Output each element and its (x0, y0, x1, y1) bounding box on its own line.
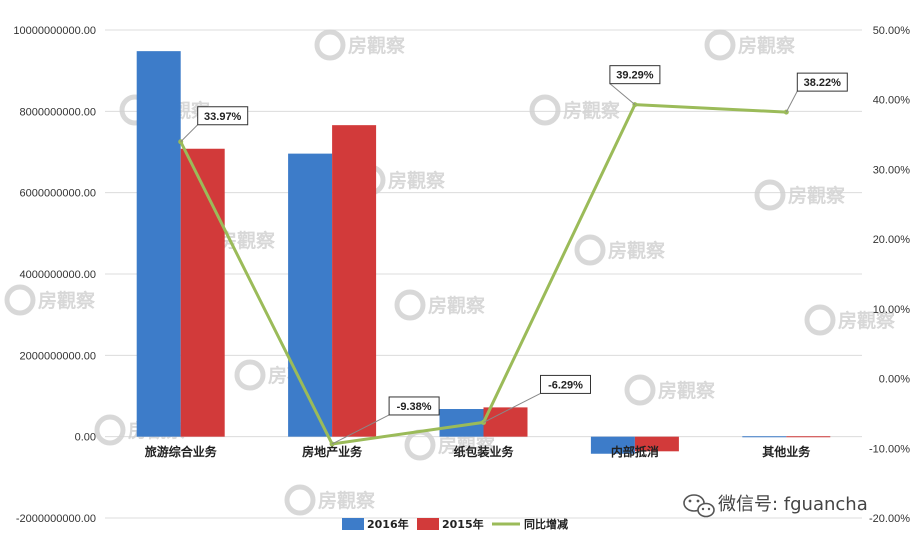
watermark-logo: 房觀察 (754, 179, 846, 211)
watermark-logo-icon (704, 29, 736, 61)
watermark-text: 房觀察 (563, 99, 621, 122)
left-axis-tick-label: 10000000000.00 (13, 25, 96, 37)
left-axis-tick-label: 0.00 (75, 432, 96, 444)
data-label-box (796, 72, 848, 92)
watermark-logo: 房觀察 (284, 484, 376, 516)
watermark-logo-icon (314, 29, 346, 61)
right-axis-tick-label: -10.00% (869, 443, 910, 455)
watermark-text: 房觀察 (438, 434, 496, 457)
watermark-logo-icon (94, 414, 126, 446)
data-label: -9.38% (397, 401, 432, 413)
left-axis-tick-label: -2000000000.00 (16, 513, 96, 525)
legend-label: 2016年 (367, 517, 409, 531)
watermark-logo-icon (754, 179, 786, 211)
watermark-logo-icon (4, 284, 36, 316)
watermark-logo-icon (404, 429, 436, 461)
wechat-icon (683, 494, 715, 518)
right-axis-tick-label: 40.00% (873, 95, 911, 107)
watermark-logo-icon (394, 289, 426, 321)
bar-2016 (742, 436, 787, 438)
watermark-logo: 房觀察 (529, 94, 621, 126)
watermark-text: 房觀察 (738, 34, 796, 57)
category-label: 旅游综合业务 (145, 444, 218, 459)
data-label-leader (180, 124, 199, 143)
watermark-logo: 房觀察 (314, 29, 406, 61)
bar-2015 (332, 125, 377, 437)
right-axis-tick-label: 10.00% (873, 304, 911, 316)
data-label-leader (609, 83, 636, 106)
category-label: 纸包装业务 (453, 444, 514, 459)
legend: 2016年 2015年 同比增减 (342, 517, 568, 531)
left-axis-tick-label: 8000000000.00 (20, 106, 96, 118)
watermark-text: 房觀察 (658, 379, 716, 402)
bar-2016 (590, 436, 635, 454)
watermark-text: 房觀察 (348, 34, 406, 57)
right-axis-tick-label: 0.00% (879, 374, 910, 386)
data-label-box (197, 106, 249, 126)
bar-2016 (288, 153, 333, 437)
legend-label: 同比增减 (524, 517, 568, 531)
right-axis: -20.00% -10.00% 0.00% 10.00% 20.00% 30.00% 40.… (869, 25, 910, 525)
data-label-leader (483, 392, 541, 423)
legend-label: 2015年 (442, 517, 484, 531)
watermark-text: 房觀察 (38, 289, 96, 312)
watermark-logo-icon (529, 94, 561, 126)
watermark-logo: 房觀察 (4, 284, 96, 316)
category-label: 房地产业务 (302, 444, 363, 459)
wechat-id-text: 微信号: fguancha (718, 494, 868, 515)
category-label: 内部抵消 (611, 444, 659, 459)
bar-2015 (786, 436, 831, 438)
watermark-logo-icon (234, 359, 266, 391)
right-axis-tick-label: 20.00% (873, 234, 911, 246)
watermarks: 房觀察房觀察房觀察房觀察房觀察房觀察房觀察房觀察房觀察房觀察房觀察房觀察房觀察房… (4, 29, 896, 516)
watermark-text: 房觀察 (788, 184, 846, 207)
legend-swatch (342, 518, 364, 530)
watermark-logo-icon (804, 304, 836, 336)
left-axis-tick-label: 4000000000.00 (20, 269, 96, 281)
right-axis-tick-label: 30.00% (873, 164, 911, 176)
data-label: 38.22% (804, 77, 842, 89)
category-label: 其他业务 (762, 444, 811, 459)
left-axis-tick-label: 6000000000.00 (20, 188, 96, 200)
data-label: -6.29% (548, 379, 583, 391)
watermark-text: 房觀察 (838, 309, 896, 332)
bar-2015 (483, 407, 528, 437)
data-label: 33.97% (204, 111, 242, 123)
category-labels: 旅游综合业务 房地产业务 纸包装业务 内部抵消 其他业务 (145, 444, 812, 459)
data-label-leader (785, 90, 798, 113)
watermark-logo: 房觀察 (624, 374, 716, 406)
wechat-badge: 微信号: fguancha (683, 494, 868, 518)
bar-2015 (180, 148, 225, 437)
data-label-box (388, 396, 440, 416)
data-label-leader (331, 414, 390, 445)
right-axis-tick-label: 50.00% (873, 25, 911, 37)
data-labels: 33.97% -9.38% -6.29% 39.29% 38.22% (180, 65, 848, 445)
bars (136, 51, 831, 454)
watermark-logo-icon (624, 374, 656, 406)
watermark-text: 房觀察 (318, 489, 376, 512)
legend-swatch (417, 518, 439, 530)
watermark-text: 房觀察 (608, 239, 666, 262)
watermark-logo-icon (574, 234, 606, 266)
watermark-text: 房觀察 (428, 294, 486, 317)
watermark-logo: 房觀察 (394, 289, 486, 321)
watermark-text: 房觀察 (388, 169, 446, 192)
bar-2015 (634, 436, 679, 452)
data-label-box (609, 65, 661, 85)
watermark-logo: 房觀察 (704, 29, 796, 61)
watermark-logo: 房觀察 (804, 304, 896, 336)
data-label: 39.29% (616, 70, 654, 82)
bar-2016 (136, 51, 181, 437)
watermark-logo-icon (284, 484, 316, 516)
data-label-box (540, 374, 591, 394)
left-axis-tick-label: 2000000000.00 (20, 350, 96, 362)
right-axis-tick-label: -20.00% (869, 513, 910, 525)
watermark-logo: 房觀察 (574, 234, 666, 266)
left-axis: -2000000000.00 0.00 2000000000.00 400000000… (13, 25, 96, 525)
